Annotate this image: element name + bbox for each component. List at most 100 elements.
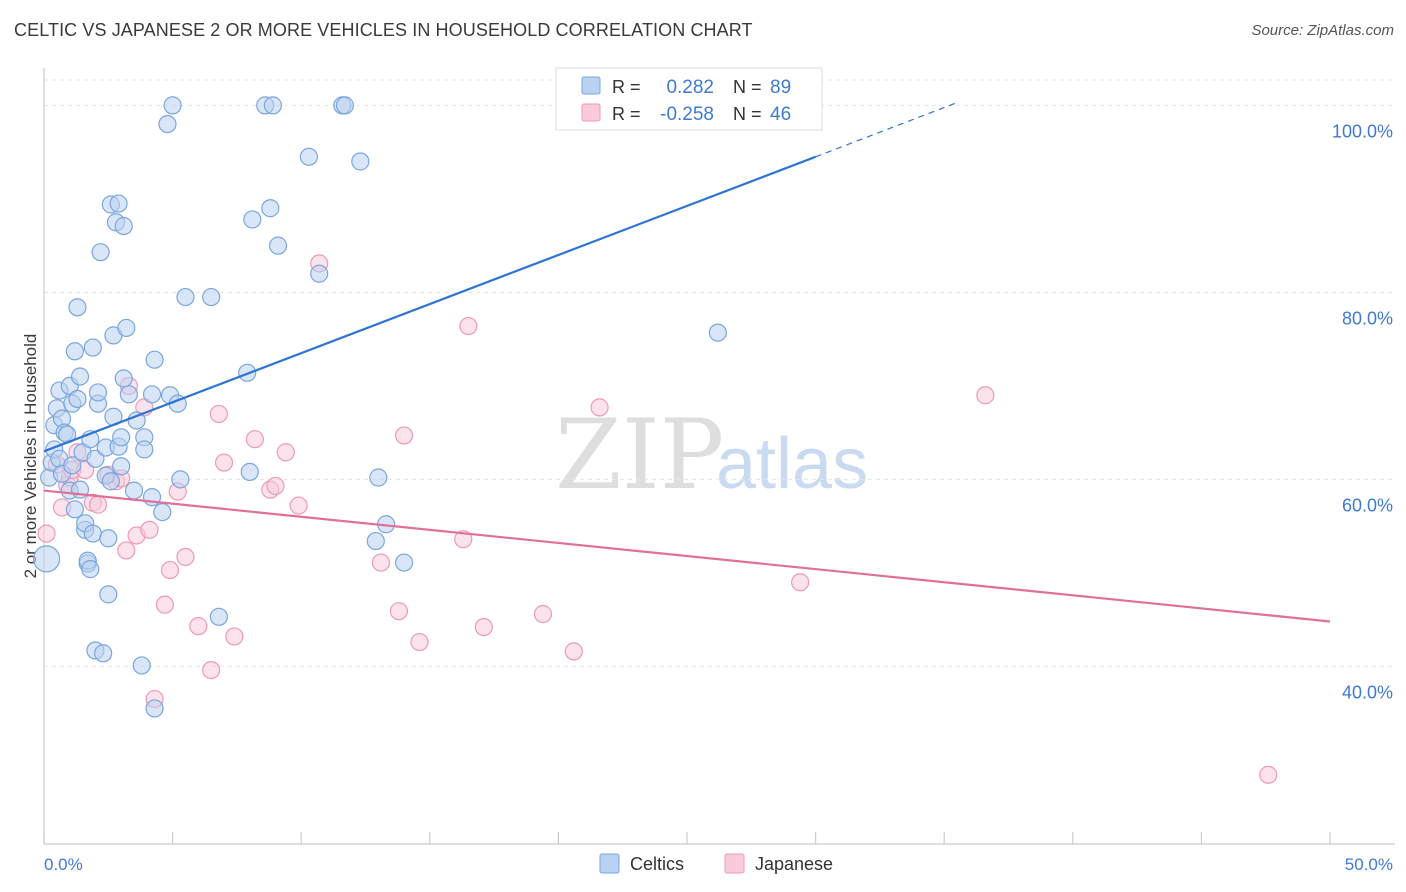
data-point — [454, 530, 473, 549]
data-point — [119, 385, 138, 404]
data-point — [160, 560, 180, 580]
source-label: Source: ZipAtlas.com — [1251, 22, 1394, 39]
legend-celtics-label: Celtics — [630, 854, 684, 874]
data-point — [459, 316, 478, 336]
data-point — [83, 338, 102, 357]
data-point — [142, 385, 162, 404]
data-point — [225, 627, 244, 646]
data-point — [268, 236, 288, 255]
data-point — [209, 404, 228, 424]
data-point — [153, 502, 172, 522]
data-point — [145, 699, 164, 718]
axes — [43, 68, 1395, 845]
celtics-r-label: R = — [612, 77, 641, 97]
x-ticks — [43, 832, 1331, 844]
watermark-zip: ZIP — [555, 399, 724, 511]
y-tick-label: 40.0% — [1342, 682, 1393, 702]
data-point — [176, 287, 195, 307]
data-point — [112, 457, 131, 476]
data-point — [91, 243, 110, 262]
japanese-r-label: R = — [612, 104, 641, 124]
data-point — [371, 553, 391, 572]
y-tick-label: 100.0% — [1332, 121, 1393, 141]
chart-title: CELTIC VS JAPANESE 2 OR MORE VEHICLES IN… — [14, 20, 753, 40]
watermark-atlas: atlas — [716, 424, 868, 504]
data-point — [708, 323, 727, 342]
legend-celtics-swatch — [599, 853, 620, 874]
data-point — [389, 602, 409, 621]
data-point — [88, 495, 108, 514]
y-tick-label: 60.0% — [1342, 495, 1393, 515]
japanese-n-label: N = — [733, 104, 762, 124]
data-point — [65, 500, 84, 519]
data-point — [310, 264, 329, 283]
data-point — [86, 449, 105, 468]
legend-japanese-label: Japanese — [755, 854, 833, 874]
trend-lines — [43, 102, 1331, 623]
data-point — [240, 462, 259, 481]
data-point — [158, 114, 177, 134]
data-point — [410, 632, 429, 652]
data-point — [68, 298, 87, 317]
data-point — [791, 573, 810, 592]
data-point — [261, 199, 280, 218]
celtics-swatch — [581, 76, 601, 95]
data-point — [171, 470, 190, 489]
celtics-n-label: N = — [733, 77, 762, 97]
trend-line-celtics-extension — [815, 102, 958, 158]
data-point — [65, 342, 84, 361]
data-point — [135, 440, 154, 459]
data-point — [276, 443, 295, 462]
data-point — [394, 426, 414, 445]
data-point — [369, 468, 388, 487]
data-point — [63, 456, 82, 475]
data-point — [202, 661, 221, 680]
x-tick-label-max: 50.0% — [1345, 855, 1393, 874]
data-point — [289, 496, 308, 515]
y-tick-labels: 40.0% 60.0% 80.0% 100.0% — [1332, 121, 1393, 702]
stats-legend: R = 0.282 N = 89 R = -0.258 N = 46 — [555, 67, 823, 131]
watermark: ZIP atlas — [555, 399, 868, 511]
data-point — [564, 642, 583, 661]
data-point — [94, 644, 113, 663]
bottom-legend: Celtics Japanese — [599, 853, 833, 874]
data-point — [163, 96, 182, 115]
data-point — [266, 476, 285, 496]
data-point — [81, 560, 100, 579]
legend-japanese-swatch — [724, 853, 745, 874]
data-point — [335, 96, 355, 115]
data-point — [366, 531, 385, 551]
data-point — [209, 607, 228, 626]
data-point — [202, 287, 221, 307]
data-point — [117, 318, 136, 338]
x-tick-label-min: 0.0% — [44, 855, 83, 874]
celtics-r-value: 0.282 — [666, 77, 714, 98]
data-point — [68, 389, 87, 409]
japanese-r-value: -0.258 — [660, 104, 714, 125]
data-point — [109, 194, 128, 213]
data-point — [99, 529, 118, 548]
data-point — [132, 656, 151, 675]
data-point — [245, 430, 265, 449]
data-point — [124, 481, 144, 500]
data-point — [189, 617, 208, 636]
data-point — [176, 547, 195, 567]
data-point — [117, 541, 136, 560]
data-point — [101, 472, 120, 491]
data-point — [83, 524, 102, 543]
japanese-n-value: 46 — [770, 104, 791, 125]
data-point — [1259, 765, 1278, 784]
data-point — [394, 553, 414, 572]
data-point — [99, 585, 118, 604]
data-point — [114, 216, 133, 236]
data-point — [590, 398, 609, 417]
data-point — [88, 383, 108, 402]
data-point — [474, 617, 493, 637]
series-celtics-points — [32, 96, 727, 718]
data-point — [243, 210, 262, 229]
japanese-swatch — [581, 103, 601, 122]
y-tick-label: 80.0% — [1342, 308, 1393, 328]
data-point — [145, 350, 164, 369]
data-point — [214, 453, 234, 472]
